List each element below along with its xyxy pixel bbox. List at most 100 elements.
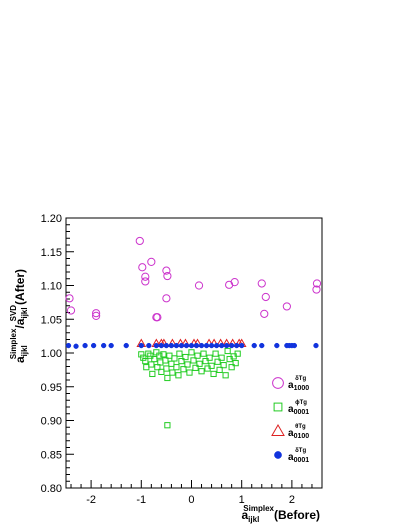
data-point	[214, 358, 221, 365]
data-point	[92, 311, 101, 320]
data-point	[162, 294, 171, 303]
y-axis-title-slash: /	[13, 325, 27, 329]
data-point	[272, 377, 284, 389]
y-tick-label: 1.10	[41, 281, 62, 293]
legend-label: a0001δTg	[288, 448, 309, 464]
x-axis-title-tail: (Before)	[274, 508, 320, 522]
data-point	[203, 342, 210, 349]
data-point	[173, 342, 180, 349]
data-point	[90, 342, 97, 349]
y-axis-title-num-sub: ijkl	[20, 345, 29, 356]
data-point	[220, 362, 227, 369]
data-point	[206, 354, 213, 361]
data-point	[168, 360, 175, 367]
data-point	[140, 354, 147, 361]
data-point	[251, 342, 257, 349]
legend-label: a0100θTg	[288, 424, 309, 440]
legend-entry: a0001ϕTg	[273, 400, 309, 416]
legend-label: a1000δTg	[288, 376, 309, 392]
data-point	[171, 355, 178, 362]
data-point	[274, 451, 282, 459]
y-tick-label: 1.00	[41, 348, 62, 360]
data-point	[145, 350, 152, 357]
data-point	[149, 370, 156, 378]
data-point	[158, 342, 165, 349]
data-point	[138, 342, 144, 349]
data-point	[164, 374, 171, 382]
series-group	[138, 347, 241, 429]
x-tick-label: 2	[289, 494, 295, 506]
data-point	[123, 342, 129, 349]
data-point	[135, 236, 144, 246]
data-point	[141, 272, 150, 281]
y-axis-title-den-sup: SVD	[9, 305, 18, 322]
y-axis-title-den-base: a	[13, 318, 27, 325]
data-point	[182, 353, 189, 361]
data-point	[230, 278, 239, 287]
x-axis-title-sup: Simplex	[243, 504, 274, 513]
data-point	[198, 368, 205, 375]
data-point	[188, 342, 195, 349]
x-tick-label: -1	[136, 494, 146, 506]
data-point	[193, 342, 200, 349]
data-point	[202, 358, 209, 365]
data-point	[163, 365, 170, 372]
data-point	[194, 281, 204, 290]
data-point	[194, 352, 201, 359]
data-point	[156, 352, 163, 359]
y-tick-label: 0.90	[41, 416, 62, 428]
data-point	[163, 342, 170, 349]
data-point	[168, 342, 175, 349]
data-point	[257, 279, 266, 288]
legend-entry: a1000δTg	[272, 376, 309, 392]
y-tick-label: 0.95	[41, 382, 62, 394]
data-point	[141, 277, 150, 286]
x-tick-label: -2	[86, 494, 96, 506]
data-point	[142, 358, 149, 365]
data-point	[158, 368, 165, 375]
data-point	[147, 352, 154, 359]
data-point	[180, 366, 187, 373]
data-point	[213, 342, 220, 349]
data-point	[66, 306, 76, 315]
data-point	[73, 343, 79, 349]
y-tick-label: 1.05	[41, 314, 62, 326]
data-point	[218, 342, 225, 349]
data-point	[312, 279, 322, 288]
data-point	[282, 302, 291, 311]
legend-entry: a0100θTg	[271, 423, 309, 440]
x-axis: -2 -1 0 1 2	[70, 480, 323, 506]
data-point	[291, 342, 298, 349]
data-point	[261, 292, 270, 302]
y-tick-label: 1.20	[41, 213, 62, 225]
data-point	[190, 357, 197, 364]
y-axis-title-tail: (After)	[13, 269, 27, 305]
data-point	[175, 372, 182, 379]
data-point	[312, 285, 321, 294]
data-point	[138, 351, 145, 358]
data-point	[198, 342, 205, 349]
series-group	[65, 342, 319, 349]
data-point	[200, 350, 207, 357]
x-axis-title-sub: ijkl	[248, 515, 259, 524]
legend: a1000δTg a0001ϕTg a0100θTg a0001δTg	[271, 376, 309, 464]
data-point	[65, 342, 72, 349]
data-point	[92, 309, 101, 318]
y-tick-label: 0.80	[41, 483, 62, 495]
legend-label: a0001ϕTg	[288, 400, 309, 416]
data-point	[208, 362, 215, 369]
y-axis-title-num-base: a	[13, 356, 27, 363]
data-point	[223, 342, 230, 349]
series-group	[65, 236, 322, 322]
x-tick-label: 0	[188, 494, 194, 506]
data-point	[222, 372, 229, 379]
data-point	[138, 263, 147, 272]
data-point	[228, 364, 235, 371]
y-axis: 0.80 0.85 0.90 0.95 1.00 1.05 1.10 1.15 1.20	[41, 213, 74, 495]
data-point	[173, 364, 180, 371]
data-point	[108, 342, 114, 349]
data-point	[216, 366, 223, 373]
data-point	[82, 342, 88, 349]
data-point	[273, 402, 283, 412]
data-point	[218, 354, 225, 361]
